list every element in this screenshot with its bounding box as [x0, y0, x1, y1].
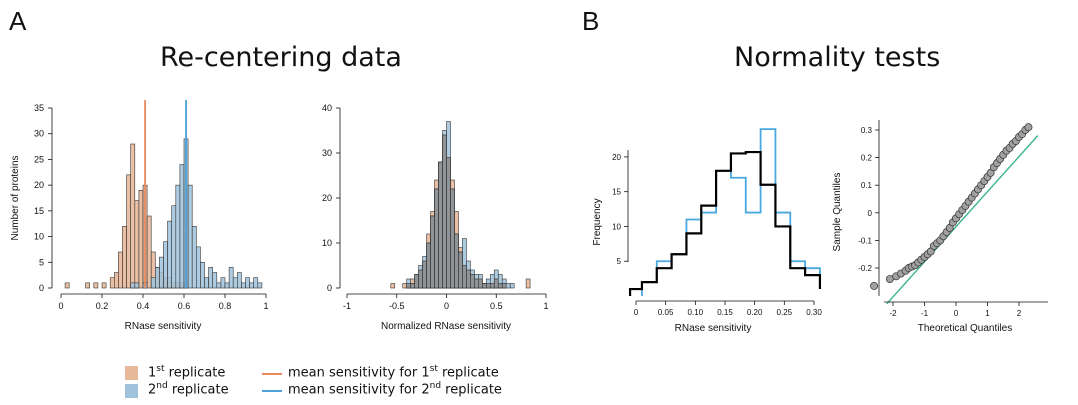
raw-x-tick-label: 0.6 [178, 301, 191, 311]
legend-swatch-rep1 [125, 366, 138, 380]
raw-x-tick-label: 0.8 [219, 301, 232, 311]
panel-b-title: Normality tests [734, 42, 941, 73]
qq-x-tick-label: 1 [985, 309, 990, 318]
freq-y-tick-label: 5 [617, 257, 622, 266]
norm-x-tick-label: 1 [543, 301, 548, 311]
bar-norm-s1 [390, 283, 396, 289]
qq-x-tick-label: 0 [954, 309, 959, 318]
freq-x-tick-label: 0.05 [658, 308, 674, 317]
norm-x-label: Normalized RNase sensitivity [381, 321, 511, 332]
qq-y-tick-label: 0 [868, 209, 873, 218]
freq-y-tick-label: 20 [612, 153, 621, 162]
raw-y-tick-label: 25 [34, 154, 44, 164]
qq-y-label: Sample Quantiles [832, 173, 843, 252]
freq-x-tick-label: 0.15 [717, 308, 733, 317]
legend-swatch-rep2 [125, 384, 138, 398]
norm-x-tick-label: 0 [444, 301, 449, 311]
norm-y-tick-label: 40 [322, 103, 332, 113]
qq-point [870, 281, 879, 290]
qq-x-tick-label: -2 [889, 309, 897, 318]
legend-line-mean2 [262, 390, 282, 392]
freq-x-tick-label: 0.10 [688, 308, 704, 317]
bar-norm-overlap [501, 283, 507, 289]
qq-y-tick-label: -0.2 [858, 264, 872, 273]
freq-step-black [628, 150, 822, 296]
freq-x-tick-label: 0.20 [747, 308, 763, 317]
legend-line-mean1 [262, 373, 282, 375]
panel-a-letter: A [9, 6, 27, 36]
qq-y-tick-label: 0.1 [861, 181, 873, 190]
legend-label-rep2: 2nd replicate [148, 381, 229, 398]
qq-x-tick-label: -1 [921, 309, 929, 318]
qq-y-tick-label: 0.2 [861, 154, 873, 163]
freq-x-label: RNase sensitivity [675, 323, 752, 334]
legend-label-mean1: mean sensitivity for 1st replicate [288, 364, 499, 381]
freq-x-tick-label: 0.30 [806, 308, 822, 317]
freq-y-tick-label: 15 [612, 188, 621, 197]
raw-y-tick-label: 35 [34, 103, 44, 113]
raw-x-tick-label: 0 [58, 301, 63, 311]
raw-y-tick-label: 5 [39, 257, 44, 267]
bar-raw-s2 [237, 272, 242, 289]
qq-y-tick-label: -0.1 [858, 236, 872, 245]
norm-y-tick-label: 20 [322, 193, 332, 203]
bar-raw-s2 [212, 272, 218, 289]
norm-x-tick-label: -1 [343, 301, 351, 311]
qq-x-label: Theoretical Quantiles [918, 323, 1013, 334]
qq-point [1024, 123, 1033, 132]
raw-x-tick-label: 0.2 [96, 301, 109, 311]
freq-y-label: Frequency [592, 198, 603, 245]
qq-y-tick-label: 0.3 [861, 126, 873, 135]
freq-y-tick-label: 10 [612, 222, 621, 231]
raw-y-tick-label: 0 [39, 283, 44, 293]
bar-norm-s2 [509, 283, 515, 289]
bar-raw-s2 [134, 282, 140, 289]
qq-x-tick-label: 2 [1017, 309, 1022, 318]
raw-y-label: Number of proteins [10, 155, 21, 240]
panel-a-title: Re-centering data [160, 42, 402, 73]
raw-x-tick-label: 1 [263, 301, 268, 311]
raw-y-tick-label: 20 [34, 180, 44, 190]
legend-label-rep1: 1st replicate [148, 364, 226, 381]
freq-x-tick-label: 0.25 [777, 308, 793, 317]
bar-raw-s1 [85, 282, 90, 289]
bar-raw-s2 [200, 261, 205, 289]
raw-x-label: RNase sensitivity [125, 321, 202, 332]
qq-reference-line [886, 135, 1039, 305]
legend-label-mean2: mean sensitivity for 2nd replicate [288, 381, 502, 398]
bar-norm-s1 [525, 278, 531, 289]
bar-raw-s2 [257, 282, 263, 289]
bar-raw-s1 [101, 282, 107, 289]
norm-x-tick-label: 0.5 [490, 301, 503, 311]
raw-y-tick-label: 15 [34, 206, 44, 216]
bar-raw-s1 [64, 282, 70, 289]
panel-b-letter: B [582, 6, 600, 36]
bar-raw-s1 [93, 282, 99, 289]
raw-y-tick-label: 10 [34, 232, 44, 242]
norm-y-tick-label: 30 [322, 148, 332, 158]
raw-x-tick-label: 0.4 [137, 301, 150, 311]
norm-y-tick-label: 0 [327, 283, 332, 293]
norm-y-tick-label: 10 [322, 238, 332, 248]
freq-x-tick-label: 0 [634, 308, 639, 317]
norm-x-tick-label: -0.5 [389, 301, 405, 311]
raw-y-tick-label: 30 [34, 129, 44, 139]
